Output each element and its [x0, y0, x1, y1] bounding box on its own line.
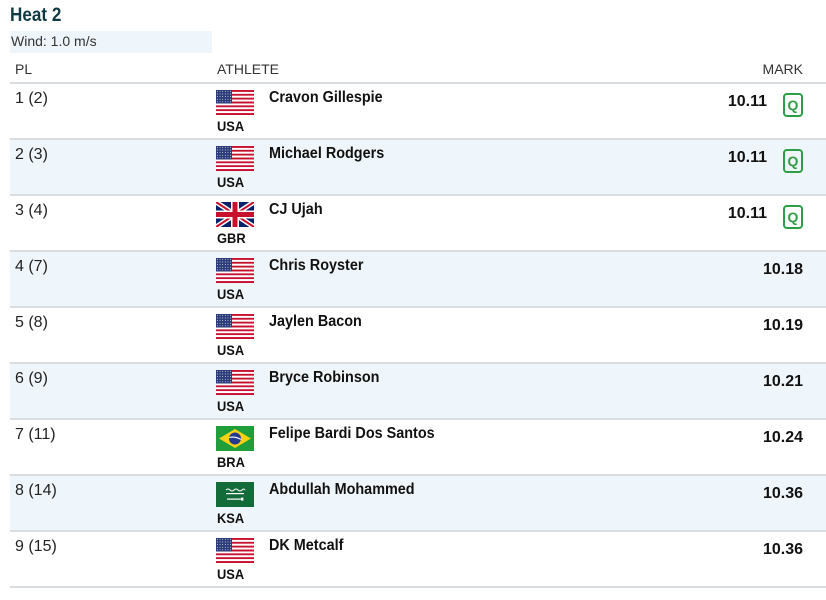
- mark-value: 10.24: [762, 429, 803, 446]
- country-code: KSA: [217, 510, 245, 526]
- result-row[interactable]: 6 (9) USA Bryce Robinson 10.21: [10, 364, 826, 420]
- country-code: GBR: [217, 230, 246, 246]
- place: 4 (7): [15, 258, 48, 275]
- place: 9 (15): [15, 538, 57, 555]
- result-row[interactable]: 8 (14) KSA Abdullah Mohammed 10.36: [10, 476, 826, 532]
- country-code: USA: [217, 174, 245, 190]
- column-header-pl: PL: [15, 61, 33, 77]
- qualified-badge: Q: [783, 93, 803, 117]
- usa-flag-icon: [216, 90, 254, 115]
- athlete-name[interactable]: CJ Ujah: [269, 201, 323, 218]
- result-row[interactable]: 3 (4) GBR CJ Ujah 10.11 Q: [10, 196, 826, 252]
- country-code: BRA: [217, 454, 245, 470]
- usa-flag-icon: [216, 538, 254, 563]
- column-header-mark: MARK: [762, 61, 803, 77]
- heat-title: Heat 2: [10, 5, 62, 26]
- athlete-name[interactable]: Abdullah Mohammed: [269, 481, 415, 498]
- mark-value: 10.11: [727, 205, 767, 222]
- place: 3 (4): [15, 202, 48, 219]
- athlete-name[interactable]: Cravon Gillespie: [269, 89, 383, 106]
- athlete-name[interactable]: Bryce Robinson: [269, 369, 380, 386]
- result-row[interactable]: 2 (3) USA Michael Rodgers 10.11 Q: [10, 140, 826, 196]
- country-code: USA: [217, 566, 245, 582]
- brazil-flag-icon: [216, 426, 254, 451]
- country-code: USA: [217, 398, 245, 414]
- place: 1 (2): [15, 90, 48, 107]
- mark-value: 10.36: [762, 541, 803, 558]
- usa-flag-icon: [216, 370, 254, 395]
- mark-value: 10.11: [727, 93, 767, 110]
- mark-value: 10.19: [762, 317, 803, 334]
- place: 5 (8): [15, 314, 48, 331]
- athlete-name[interactable]: Chris Royster: [269, 257, 364, 274]
- athlete-name[interactable]: DK Metcalf: [269, 537, 344, 554]
- place: 6 (9): [15, 370, 48, 387]
- results-header: PL ATHLETE MARK: [10, 58, 826, 84]
- result-row[interactable]: 9 (15) USA DK Metcalf 10.36: [10, 532, 826, 588]
- usa-flag-icon: [216, 314, 254, 339]
- qualified-badge: Q: [783, 149, 803, 173]
- ksa-flag-icon: [216, 482, 254, 507]
- column-header-athlete: ATHLETE: [217, 61, 279, 77]
- result-row[interactable]: 1 (2) USA Cravon Gillespie 10.11 Q: [10, 84, 826, 140]
- mark-value: 10.36: [762, 485, 803, 502]
- result-row[interactable]: 5 (8) USA Jaylen Bacon 10.19: [10, 308, 826, 364]
- country-code: USA: [217, 342, 245, 358]
- place: 7 (11): [15, 426, 56, 443]
- place: 2 (3): [15, 146, 48, 163]
- athlete-name[interactable]: Michael Rodgers: [269, 145, 385, 162]
- athlete-name[interactable]: Jaylen Bacon: [269, 313, 362, 330]
- mark-value: 10.18: [762, 261, 803, 278]
- gbr-flag-icon: [216, 202, 254, 227]
- athlete-name[interactable]: Felipe Bardi Dos Santos: [269, 425, 435, 442]
- mark-value: 10.11: [727, 149, 767, 166]
- place: 8 (14): [15, 482, 57, 499]
- wind-reading: Wind: 1.0 m/s: [10, 31, 212, 53]
- country-code: USA: [217, 118, 245, 134]
- country-code: USA: [217, 286, 245, 302]
- result-row[interactable]: 7 (11) BRA Felipe Bardi Dos Santos 10.24: [10, 420, 826, 476]
- usa-flag-icon: [216, 146, 254, 171]
- qualified-badge: Q: [783, 205, 803, 229]
- mark-value: 10.21: [762, 373, 803, 390]
- result-row[interactable]: 4 (7) USA Chris Royster 10.18: [10, 252, 826, 308]
- usa-flag-icon: [216, 258, 254, 283]
